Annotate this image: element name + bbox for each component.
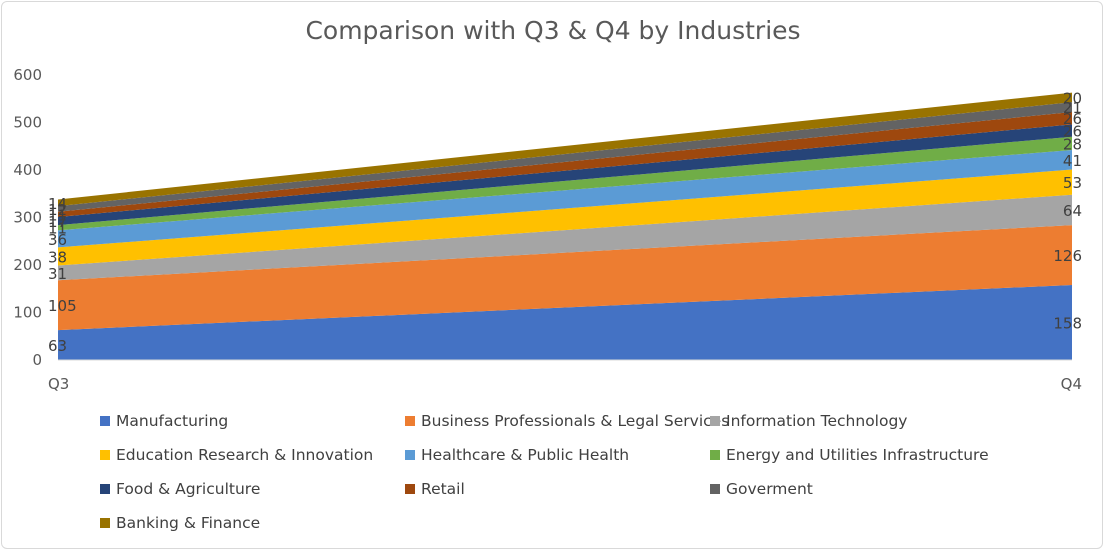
data-label: 41 [1063, 152, 1082, 170]
legend-item: Business Professionals & Legal Services [405, 412, 729, 430]
legend-label: Goverment [726, 480, 813, 498]
legend-label: Information Technology [726, 412, 908, 430]
legend-item: Information Technology [710, 412, 907, 430]
data-label: 126 [1053, 247, 1082, 265]
legend-swatch [710, 484, 720, 494]
legend-swatch [405, 416, 415, 426]
data-label: 31 [48, 265, 67, 283]
legend-label: Food & Agriculture [116, 480, 261, 498]
legend-swatch [100, 416, 110, 426]
legend-label: Healthcare & Public Health [421, 446, 630, 464]
legend-swatch [710, 416, 720, 426]
data-label: 11 [48, 220, 67, 238]
legend-item: Goverment [710, 480, 813, 498]
data-label: 53 [1063, 174, 1082, 192]
legend-item: Food & Agriculture [100, 480, 260, 498]
data-label: 38 [48, 248, 67, 266]
x-tick-label: Q4 [1061, 375, 1082, 393]
legend-item: Education Research & Innovation [100, 446, 373, 464]
legend-swatch [405, 484, 415, 494]
area-series [58, 102, 1072, 212]
data-label: 12 [48, 201, 67, 219]
legend-label: Manufacturing [116, 412, 229, 430]
data-label: 28 [1063, 135, 1082, 153]
data-label: 36 [48, 231, 67, 249]
legend-label: Energy and Utilities Infrastructure [726, 446, 989, 464]
y-tick-label: 0 [32, 351, 42, 369]
area-series [58, 136, 1072, 231]
legend-label: Business Professionals & Legal Services [421, 412, 730, 430]
data-label: 63 [48, 337, 67, 355]
x-tick-label: Q3 [48, 375, 69, 393]
y-tick-label: 300 [13, 209, 42, 227]
legend-item: Banking & Finance [100, 514, 260, 532]
data-label: 64 [1063, 202, 1082, 220]
area-series [58, 194, 1072, 281]
data-label: 105 [48, 297, 77, 315]
data-label: 17 [48, 213, 67, 231]
legend-swatch [100, 518, 110, 528]
area-series [58, 225, 1072, 331]
y-tick-label: 500 [13, 114, 42, 132]
legend-item: Healthcare & Public Health [405, 446, 629, 464]
area-series [58, 124, 1072, 226]
legend-item: Energy and Utilities Infrastructure [710, 446, 989, 464]
legend-item: Manufacturing [100, 412, 228, 430]
legend-swatch [100, 450, 110, 460]
y-tick-label: 100 [13, 304, 42, 322]
data-label: 11 [48, 206, 67, 224]
legend-label: Banking & Finance [116, 514, 261, 532]
legend-swatch [710, 450, 720, 460]
data-label: 20 [1063, 89, 1082, 107]
data-label: 158 [1053, 314, 1082, 332]
y-tick-label: 400 [13, 161, 42, 179]
data-label: 26 [1063, 123, 1082, 141]
legend-swatch [100, 484, 110, 494]
legend-label: Education Research & Innovation [116, 446, 374, 464]
area-series [58, 284, 1072, 360]
data-label: 14 [48, 195, 67, 213]
area-series [58, 112, 1072, 218]
area-series [58, 150, 1072, 248]
data-label: 21 [1063, 99, 1082, 117]
area-series [58, 92, 1072, 207]
y-tick-label: 600 [13, 66, 42, 84]
legend-label: Retail [421, 480, 465, 498]
legend-swatch [405, 450, 415, 460]
legend-item: Retail [405, 480, 465, 498]
data-label: 26 [1063, 110, 1082, 128]
y-tick-label: 200 [13, 256, 42, 274]
chart-title: Comparison with Q3 & Q4 by Industries [305, 16, 801, 45]
area-series [58, 169, 1072, 266]
